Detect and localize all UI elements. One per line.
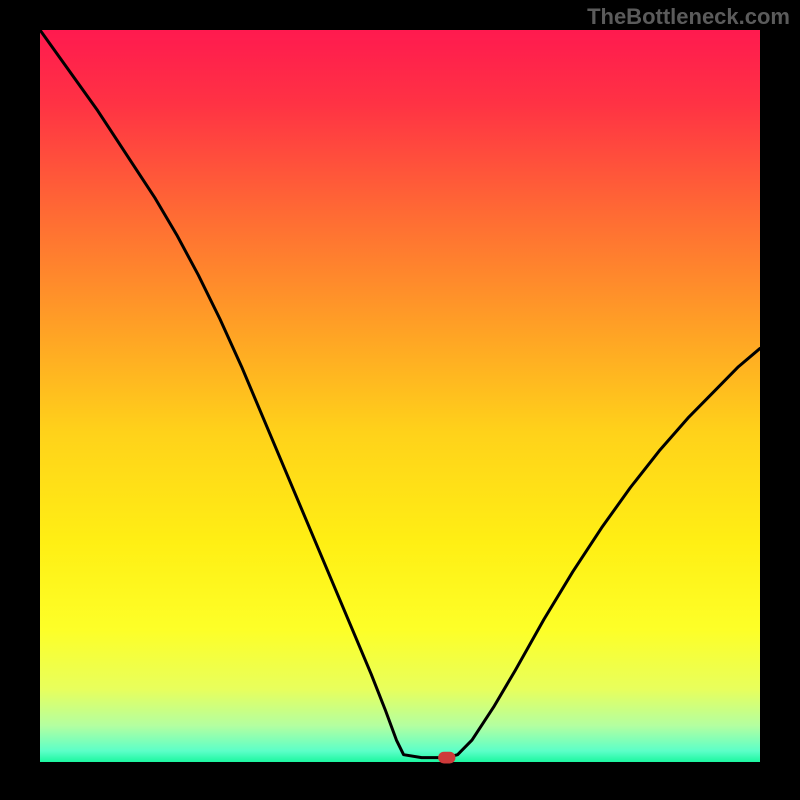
plot-background (40, 30, 760, 762)
watermark-text: TheBottleneck.com (587, 4, 790, 30)
minimum-marker (438, 752, 455, 764)
chart-svg (0, 0, 800, 800)
bottleneck-chart: TheBottleneck.com (0, 0, 800, 800)
